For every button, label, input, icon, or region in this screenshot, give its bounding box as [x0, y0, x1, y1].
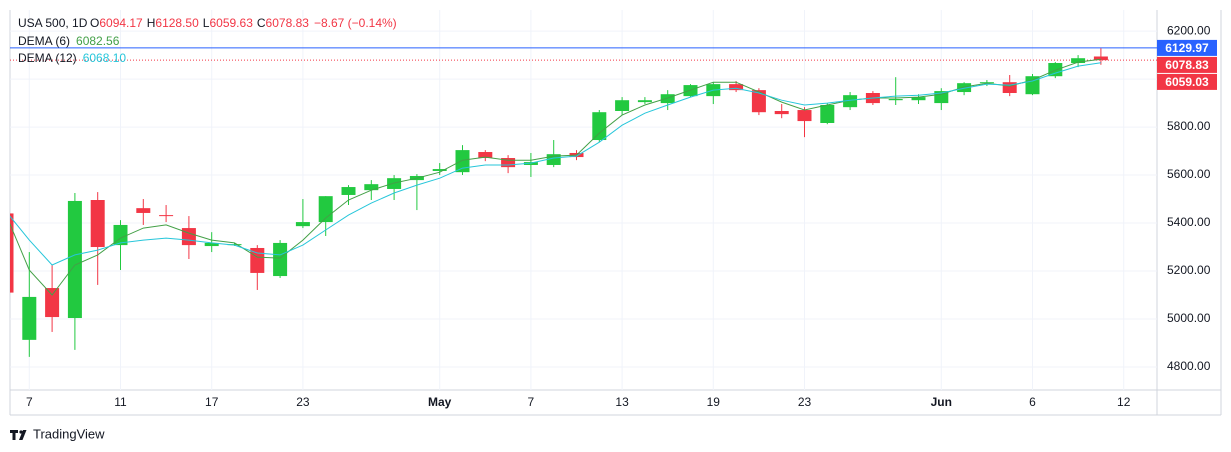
- candle-body: [546, 154, 561, 165]
- legend-name: DEMA (12): [18, 51, 77, 65]
- candle-body: [67, 200, 82, 319]
- candle-body: [432, 169, 447, 171]
- candle-body: [1048, 63, 1063, 77]
- candle-body: [387, 178, 402, 189]
- candle-body: [592, 112, 607, 141]
- footer-brand: TradingView: [33, 426, 105, 441]
- candle-body: [1071, 58, 1086, 64]
- x-tick-label: 19: [707, 395, 721, 409]
- quote-value: 6078.83: [266, 16, 310, 30]
- legend-value: 6068.10: [83, 51, 127, 65]
- candle-body: [637, 100, 652, 103]
- candle-body: [10, 213, 14, 293]
- candle-body: [615, 100, 630, 111]
- candle-body: [729, 84, 744, 91]
- quote-label: L: [203, 16, 210, 30]
- quote-label: O: [90, 16, 99, 30]
- price-tag: [1157, 56, 1217, 73]
- x-tick-label: Jun: [931, 395, 952, 409]
- candle-body: [934, 91, 949, 104]
- candle-body: [660, 94, 675, 104]
- candle-body: [478, 152, 493, 159]
- candle-body: [957, 83, 972, 93]
- quote-change: −8.67 (−0.14%): [314, 16, 397, 30]
- indicator-line: [10, 58, 1101, 296]
- candle-body: [250, 247, 265, 273]
- candle-body: [295, 222, 310, 227]
- y-tick-label: 5200.00: [1167, 263, 1211, 277]
- x-tick-label: 12: [1117, 395, 1131, 409]
- candle-body: [341, 187, 356, 195]
- x-tick-label: 23: [798, 395, 812, 409]
- candle-body: [843, 95, 858, 108]
- candle-body: [181, 228, 196, 246]
- price-tag: [1157, 73, 1217, 90]
- x-tick-label: 7: [528, 395, 535, 409]
- indicator-line: [10, 62, 1101, 266]
- y-tick-label: 5800.00: [1167, 119, 1211, 133]
- legend-name: DEMA (6): [18, 34, 70, 48]
- x-tick-label: 6: [1029, 395, 1036, 409]
- candle-body: [364, 184, 379, 191]
- legend-entry: DEMA (12) 6068.10: [18, 51, 126, 65]
- quote-value: 6128.50: [155, 16, 199, 30]
- quote-label: C: [257, 16, 266, 30]
- price-tag-label: 6129.97: [1165, 41, 1209, 55]
- y-tick-label: 4800.00: [1167, 359, 1211, 373]
- candle-body: [90, 200, 105, 248]
- x-tick-label: 23: [296, 395, 310, 409]
- candle-body: [888, 99, 903, 101]
- candle-body: [455, 150, 470, 173]
- candle-body: [22, 296, 37, 340]
- candle-body: [159, 215, 174, 217]
- y-tick-label: 5600.00: [1167, 167, 1211, 181]
- quote-value: 6059.63: [209, 16, 253, 30]
- candle-body: [820, 105, 835, 123]
- x-tick-label: 13: [615, 395, 629, 409]
- price-tag: [1157, 39, 1217, 56]
- candle-body: [501, 158, 516, 168]
- candle-body: [911, 97, 926, 101]
- x-tick-label: 11: [114, 395, 127, 409]
- logo: [10, 430, 27, 440]
- legend-value: 6082.56: [76, 34, 120, 48]
- x-tick-label: 7: [26, 395, 33, 409]
- quote-label: H: [147, 16, 156, 30]
- candle-body: [797, 110, 812, 122]
- candle-body: [273, 242, 288, 277]
- candle-body: [136, 208, 151, 213]
- price-tag-label: 6078.83: [1165, 58, 1209, 72]
- quote-value: 6094.17: [99, 16, 143, 30]
- candle-body: [751, 90, 766, 113]
- candle-body: [1093, 56, 1108, 61]
- x-tick-label: 17: [205, 395, 219, 409]
- quote: O6094.17 H6128.50 L6059.63 C6078.83 −8.67 (−…: [90, 16, 397, 30]
- y-tick-label: 6200.00: [1167, 23, 1211, 37]
- candle-body: [45, 288, 60, 318]
- y-tick-label: 5400.00: [1167, 215, 1211, 229]
- x-tick-label: May: [428, 395, 452, 409]
- candle-body: [1002, 82, 1017, 94]
- chart-title: USA 500, 1D: [18, 16, 88, 30]
- price-tag-label: 6059.03: [1165, 75, 1209, 89]
- legend-entry: DEMA (6) 6082.56: [18, 34, 120, 48]
- candle-body: [774, 110, 789, 115]
- y-tick-label: 5000.00: [1167, 311, 1211, 325]
- candle-body: [204, 242, 219, 247]
